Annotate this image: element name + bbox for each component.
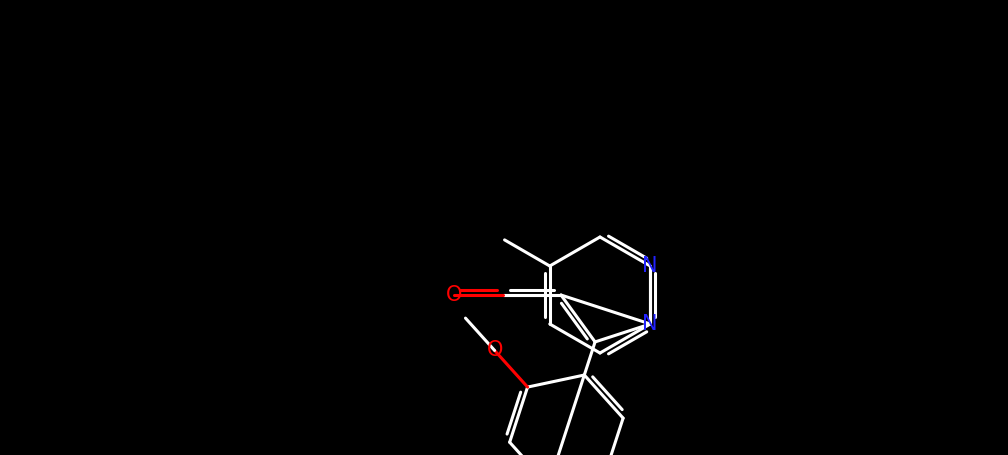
Text: N: N xyxy=(642,314,658,334)
Text: O: O xyxy=(446,285,462,305)
Text: O: O xyxy=(487,340,503,360)
Text: N: N xyxy=(642,256,658,276)
